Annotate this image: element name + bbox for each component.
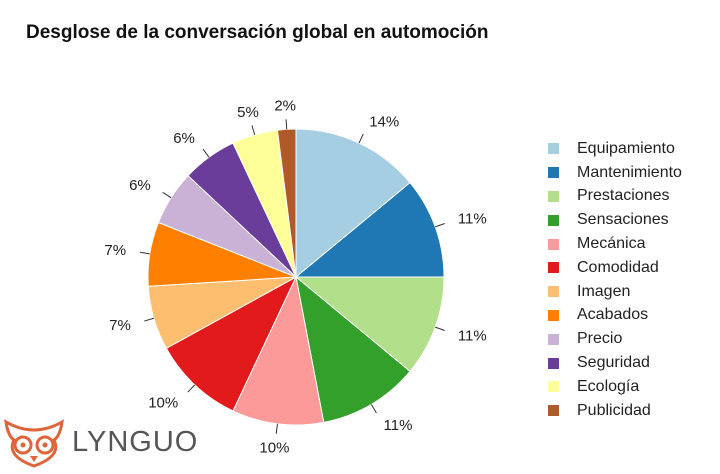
legend-label: Equipamiento (577, 139, 675, 157)
legend-swatch (548, 333, 559, 345)
brand-name: LYNGUO (72, 425, 199, 458)
legend-label: Seguridad (577, 354, 650, 372)
legend-swatch (548, 167, 559, 179)
pie-slice-6 (165, 275, 298, 412)
leader-line-9 (162, 191, 172, 199)
slice-label-11: 5% (237, 104, 259, 121)
legend-item-3: Prestaciones (548, 185, 682, 209)
watermark: LYNGUO (2, 416, 198, 468)
pie-slice-3 (294, 276, 445, 373)
slice-label-4: 11% (384, 417, 413, 434)
pie-slice-1 (295, 128, 411, 279)
legend-swatch (548, 143, 559, 155)
pie-slice-12 (276, 128, 297, 278)
legend-item-6: Comodidad (548, 256, 682, 280)
legend-item-7: Imagen (548, 280, 682, 304)
legend-item-9: Precio (548, 327, 682, 351)
slice-label-9: 6% (129, 177, 151, 194)
legend-swatch (548, 190, 559, 202)
legend-label: Sensaciones (577, 211, 669, 229)
pie-slice-4 (295, 275, 411, 423)
leader-line-12 (285, 119, 288, 130)
leader-line-1 (358, 133, 364, 144)
legend-item-5: Mecánica (548, 232, 682, 256)
leader-line-3 (435, 326, 445, 331)
legend-swatch (548, 309, 559, 321)
pie-slices (147, 128, 445, 426)
legend-label: Imagen (577, 282, 631, 300)
legend-label: Mecánica (577, 235, 646, 253)
leader-lines (139, 119, 445, 434)
legend-label: Publicidad (577, 401, 651, 419)
legend-swatch (548, 214, 559, 226)
leader-line-4 (370, 404, 377, 414)
legend-swatch (548, 238, 559, 250)
legend-item-12: Publicidad (548, 399, 682, 423)
legend-label: Ecología (577, 377, 640, 395)
leader-line-7 (144, 317, 155, 322)
slice-label-8: 7% (104, 242, 126, 259)
slice-label-3: 11% (458, 327, 487, 344)
legend-item-10: Seguridad (548, 351, 682, 375)
legend-swatch (548, 405, 559, 417)
legend-item-11: Ecología (548, 375, 682, 399)
slice-label-12: 2% (274, 97, 296, 114)
slice-label-10: 6% (173, 130, 195, 147)
legend-swatch (548, 286, 559, 298)
slice-label-6: 10% (148, 394, 178, 411)
legend: Equipamiento Mantenimiento Prestaciones Sen… (548, 137, 682, 423)
chart-title: Desglose de la conversación global en au… (26, 22, 489, 43)
slice-label-7: 7% (109, 317, 131, 334)
slice-label-1: 14% (369, 113, 399, 130)
legend-label: Acabados (577, 306, 649, 324)
owl-icon (4, 419, 64, 468)
leader-line-8 (139, 251, 150, 255)
slice-label-2: 11% (458, 211, 487, 228)
legend-item-1: Equipamiento (548, 137, 682, 161)
slice-labels: 14% 11% 11% 11% 10% 10% 7% 7% 6% 6% 5% 2% (104, 97, 486, 456)
leader-line-11 (251, 125, 256, 136)
legend-item-2: Mantenimiento (548, 161, 682, 185)
legend-label: Comodidad (577, 258, 659, 276)
leader-line-5 (275, 423, 278, 434)
legend-label: Prestaciones (577, 187, 670, 205)
slice-label-5: 10% (259, 440, 289, 457)
pie-slice-2 (294, 181, 445, 278)
legend-swatch (548, 262, 559, 274)
leader-line-2 (435, 223, 445, 228)
legend-item-8: Acabados (548, 304, 682, 328)
legend-swatch (548, 381, 559, 393)
legend-label: Mantenimiento (577, 163, 682, 181)
legend-label: Precio (577, 330, 623, 348)
leader-line-6 (187, 384, 196, 393)
legend-swatch (548, 357, 559, 369)
leader-line-10 (202, 148, 210, 158)
legend-item-4: Sensaciones (548, 208, 682, 232)
